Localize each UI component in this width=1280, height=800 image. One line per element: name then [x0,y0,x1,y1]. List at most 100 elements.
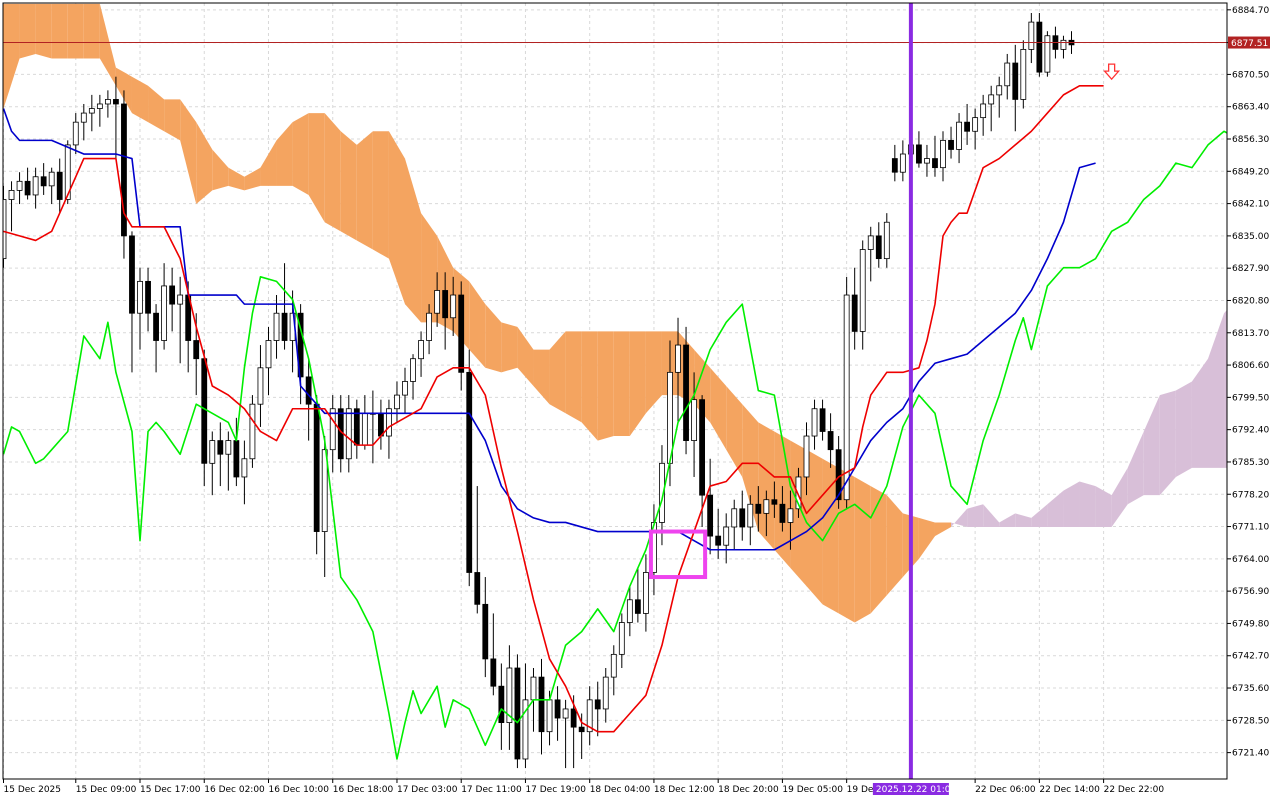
candle-body [924,158,930,164]
candle-body [104,99,111,105]
cloud-segment [1095,486,1112,528]
candle-body [458,294,465,373]
cloud-segment [35,3,52,59]
candle-body [490,658,497,687]
cloud-segment [51,3,68,59]
candle-body [201,358,208,464]
cloud-segment [629,331,646,437]
cloud-segment [918,517,935,559]
cloud-segment [1175,381,1192,477]
x-tick-label: 22 Dec 06:00 [975,785,1036,795]
candle-body [442,290,449,319]
candle-body [193,340,200,360]
candle-body [554,699,561,719]
cloud-segment [131,76,149,123]
candle-body [80,112,87,123]
candle-body [803,435,810,478]
candle-body [121,103,127,237]
cloud-segment [1159,390,1176,496]
x-tick-label: 16 Dec 02:00 [204,785,265,795]
x-tick-label: 19 Dec 05:00 [782,785,843,795]
candle-body [153,312,159,341]
candle-body [16,180,23,191]
candle-body [891,158,898,173]
candle-body [899,153,906,173]
cloud-segment [999,513,1016,528]
candle-body [538,676,545,733]
candle-body [137,280,143,314]
candle-body [634,599,641,614]
candle-body [265,340,272,369]
candle-body [851,294,858,332]
x-tick-label: 18 Dec 20:00 [718,785,779,795]
candle-body [506,667,513,723]
candle-body [241,458,248,478]
current-price-label: 6877.51 [1231,39,1268,49]
y-tick-label: 6764.00 [1232,555,1269,565]
candle-body [626,599,633,623]
x-tick-label: 22 Dec 14:00 [1039,785,1100,795]
x-tick-label: 18 Dec 12:00 [654,785,715,795]
cloud-segment [742,404,759,532]
candle-body [699,399,706,496]
candle-body [297,312,304,378]
candle-body [281,312,288,341]
cloud-segment [1143,395,1160,496]
candle-body [988,94,995,105]
cloud-segment [886,495,903,596]
cloud-segment [388,131,405,305]
candle-body [562,708,569,719]
candle-body [1012,62,1019,100]
candle-body [113,99,119,105]
candle-body [731,508,738,528]
cloud-segment [758,422,775,550]
candle-body [675,344,681,373]
candle-body [32,176,39,196]
cloud-segment [581,331,598,441]
candle-body [96,103,103,109]
cloud-segment [1224,309,1227,468]
cloud-segment [967,504,984,528]
cloud-segment [870,486,887,614]
candle-body [883,221,890,260]
cloud-segment [1031,504,1048,528]
candle-body [498,685,505,723]
x-tick-label: 16 Dec 18:00 [333,785,394,795]
candle-body [787,508,794,523]
y-tick-label: 6835.00 [1232,232,1269,242]
y-tick-label: 6799.50 [1232,393,1269,403]
candle-body [129,235,135,314]
candle-body [40,176,47,187]
y-tick-label: 6735.60 [1232,684,1269,694]
y-tick-label: 6842.10 [1232,200,1269,210]
cloud-segment [164,99,181,141]
candle-body [305,376,312,405]
candle-body [273,312,280,341]
candle-body [859,249,866,332]
cloud-segment [1079,481,1096,528]
candle-body [378,412,384,437]
ichimoku-cloud [3,3,1227,623]
x-tick-label: 15 Dec 17:00 [140,785,201,795]
candle-body [948,139,954,150]
x-tick-label: 18 Dec 04:00 [590,785,651,795]
candle-body [353,408,360,446]
y-tick-label: 6756.90 [1232,587,1269,597]
candle-body [8,190,15,200]
cloud-segment [324,113,341,232]
candle-body [578,726,585,733]
chart-overlays [3,3,1227,779]
candle-body [707,494,714,537]
y-tick-label: 6884.70 [1232,6,1269,16]
candle-body [691,399,697,441]
candle-body [466,371,473,573]
candle-body [610,653,617,678]
cloud-segment [196,122,213,205]
candle-body [321,449,328,532]
cloud-segment [260,140,277,186]
candle-body [257,367,264,405]
candle-body [546,699,553,733]
plot-border [2,2,1228,780]
cloud-segment [485,304,502,373]
